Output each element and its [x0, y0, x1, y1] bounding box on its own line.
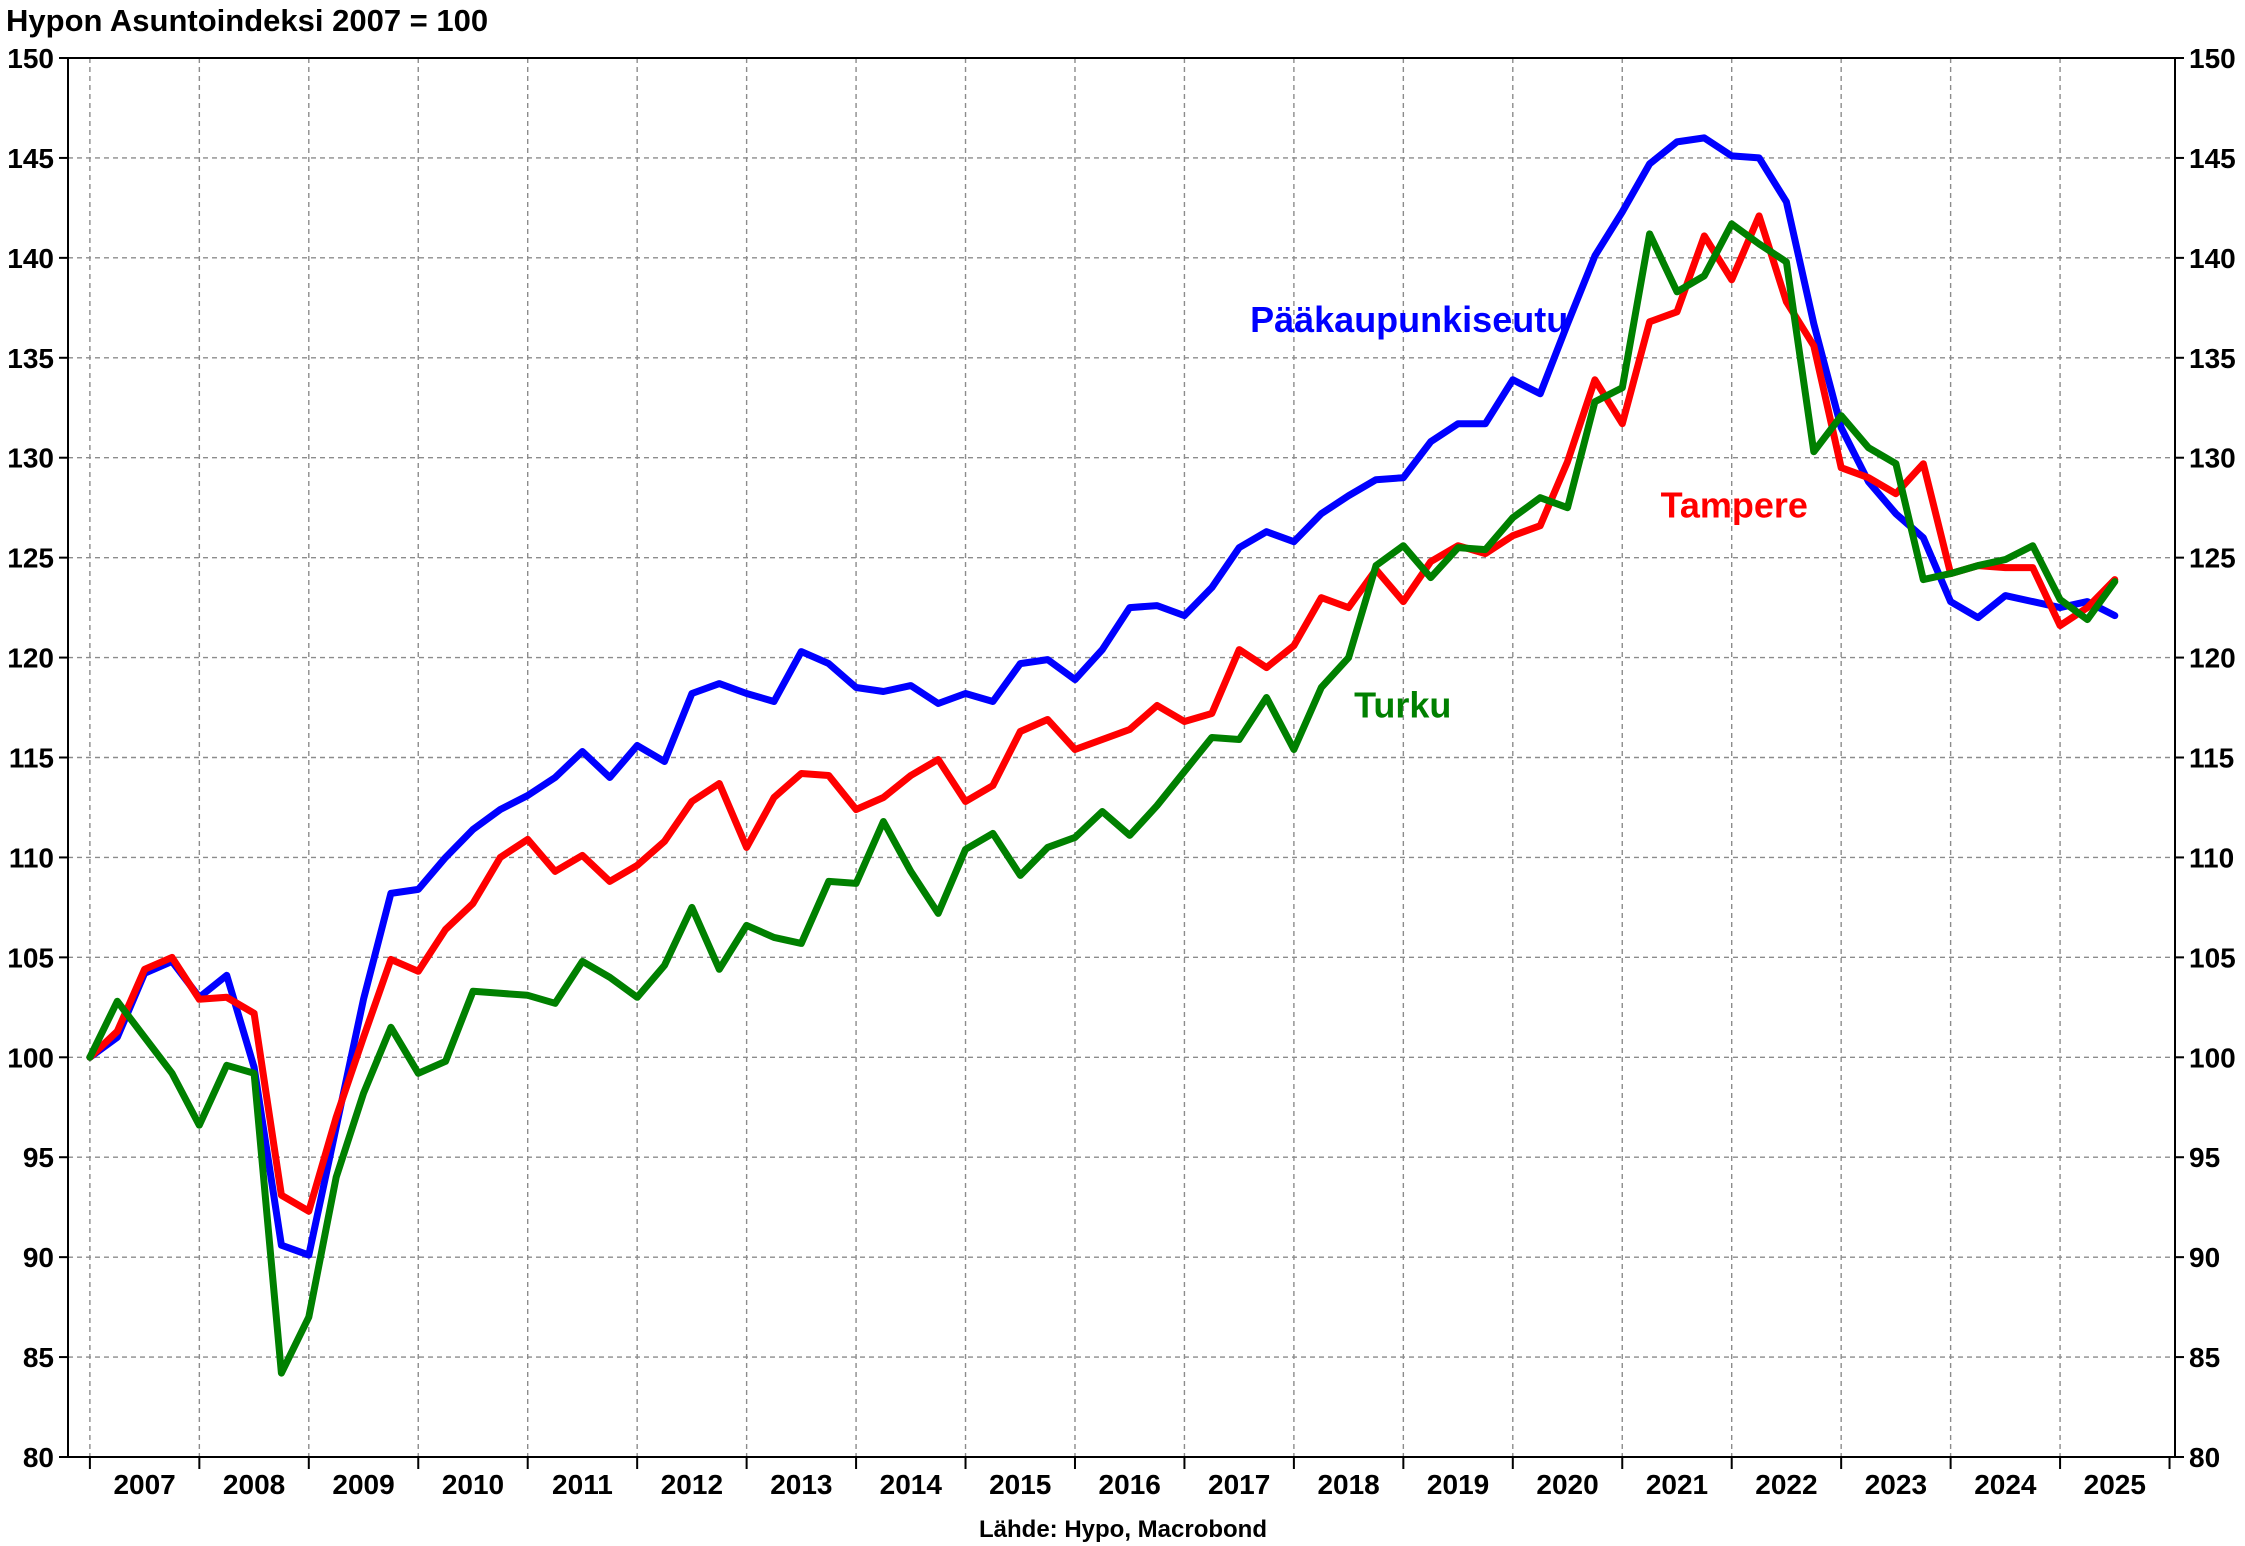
- x-tick-label: 2017: [1208, 1469, 1270, 1500]
- right-y-tick-label: 140: [2189, 243, 2236, 274]
- series-line: [86, 212, 2119, 1215]
- right-y-tick-label: 115: [2189, 743, 2234, 774]
- x-tick-label: 2016: [1099, 1469, 1161, 1500]
- series-label: Tampere: [1661, 485, 1808, 526]
- left-y-tick-label: 85: [23, 1342, 54, 1373]
- left-y-tick-label: 135: [7, 343, 54, 374]
- left-y-tick-label: 130: [7, 443, 54, 474]
- series-labels: Pääkaupunkiseutu Tampere Turku: [1250, 299, 1808, 726]
- x-tick-label: 2009: [332, 1469, 394, 1500]
- right-y-tick-label: 150: [2189, 43, 2236, 74]
- x-tick-label: 2025: [2084, 1469, 2146, 1500]
- right-y-tick-label: 90: [2189, 1242, 2220, 1273]
- series-line: [86, 220, 2119, 1377]
- right-y-tick-label: 120: [2189, 643, 2236, 674]
- x-tick-label: 2011: [552, 1469, 613, 1500]
- x-tick-label: 2014: [880, 1469, 943, 1500]
- chart-title: Hypon Asuntoindeksi 2007 = 100: [6, 3, 488, 38]
- x-tick-label: 2007: [113, 1469, 175, 1500]
- left-y-tick-label: 140: [7, 243, 54, 274]
- x-tick-label: 2018: [1317, 1469, 1379, 1500]
- left-y-tick-label: 105: [7, 942, 54, 973]
- right-y-tick-label: 85: [2189, 1342, 2220, 1373]
- x-tick-label: 2008: [223, 1469, 285, 1500]
- left-y-tick-label: 110: [9, 842, 54, 873]
- left-y-tick-label: 80: [23, 1442, 54, 1473]
- right-y-tick-label: 135: [2189, 343, 2236, 374]
- axes: 80 80 85 85 90 90 95 95 100 100 105 105 110 110 115 115…: [7, 43, 2235, 1500]
- left-y-tick-label: 120: [7, 643, 54, 674]
- x-tick-label: 2024: [1974, 1469, 2037, 1500]
- right-y-tick-label: 105: [2189, 942, 2236, 973]
- x-tick-label: 2021: [1646, 1469, 1708, 1500]
- x-tick-label: 2015: [989, 1469, 1051, 1500]
- gridlines: [68, 57, 2175, 1457]
- series-line: [86, 134, 2119, 1259]
- right-y-tick-label: 130: [2189, 443, 2236, 474]
- series-label: Pääkaupunkiseutu: [1250, 299, 1568, 340]
- x-tick-label: 2023: [1865, 1469, 1927, 1500]
- right-y-tick-label: 100: [2189, 1042, 2236, 1073]
- series-lines: [86, 134, 2119, 1377]
- left-y-tick-label: 150: [7, 43, 54, 74]
- x-tick-label: 2019: [1427, 1469, 1489, 1500]
- left-y-tick-label: 115: [9, 743, 54, 774]
- right-y-tick-label: 110: [2189, 842, 2234, 873]
- plot-frame: [67, 57, 2176, 1458]
- right-y-tick-label: 80: [2189, 1442, 2220, 1473]
- left-y-tick-label: 90: [23, 1242, 54, 1273]
- left-y-tick-label: 145: [7, 143, 54, 174]
- x-tick-label: 2010: [442, 1469, 504, 1500]
- source-note: Lähde: Hypo, Macrobond: [979, 1516, 1267, 1543]
- x-tick-label: 2022: [1755, 1469, 1817, 1500]
- x-tick-label: 2013: [770, 1469, 832, 1500]
- left-y-tick-label: 100: [7, 1042, 54, 1073]
- right-y-tick-label: 145: [2189, 143, 2236, 174]
- left-y-tick-label: 95: [23, 1142, 54, 1173]
- left-y-tick-label: 125: [7, 543, 54, 574]
- series-label: Turku: [1354, 685, 1451, 726]
- x-tick-label: 2020: [1536, 1469, 1598, 1500]
- right-y-tick-label: 125: [2189, 543, 2236, 574]
- right-y-tick-label: 95: [2189, 1142, 2220, 1173]
- x-tick-label: 2012: [661, 1469, 723, 1500]
